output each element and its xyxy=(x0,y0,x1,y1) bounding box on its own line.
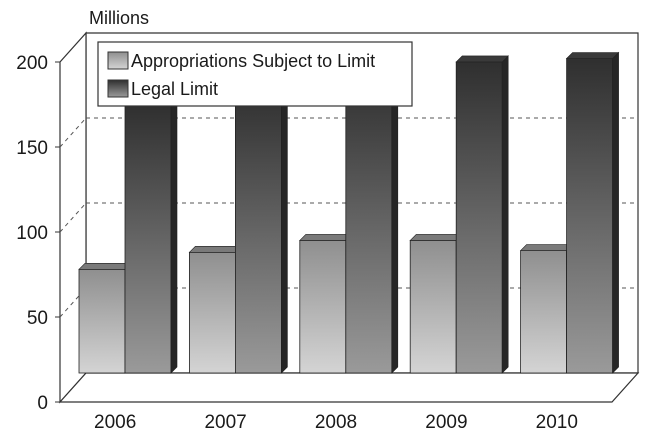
y-tick-label: 200 xyxy=(16,53,48,74)
legend-label-appropriations: Appropriations Subject to Limit xyxy=(131,51,375,71)
bar-appropriations-2008 xyxy=(299,233,353,374)
x-tick-label-2007: 2007 xyxy=(204,412,246,433)
gridline-side xyxy=(59,202,87,233)
y-tick-label: 50 xyxy=(27,308,48,329)
legend-label-legal-limit: Legal Limit xyxy=(131,79,218,99)
bar-face xyxy=(299,239,347,374)
gridline-side xyxy=(59,117,87,148)
bar-legal-limit-2006 xyxy=(124,97,178,374)
bar-face xyxy=(520,250,567,374)
bar-face xyxy=(566,58,613,374)
bar-face xyxy=(78,268,126,374)
legend-swatch-legal-limit xyxy=(107,79,129,98)
bar-side xyxy=(281,82,288,374)
bar-legal-limit-2007 xyxy=(234,82,289,374)
bar-top xyxy=(565,52,620,59)
legend-swatch-appropriations xyxy=(107,51,129,70)
bar-legal-limit-2008 xyxy=(345,68,399,374)
bar-face xyxy=(234,88,282,374)
bar-top xyxy=(188,246,243,253)
x-tick-label-2010: 2010 xyxy=(536,412,578,433)
y-tick-label: 0 xyxy=(37,393,48,414)
floor xyxy=(58,372,640,403)
x-axis-ticks: 2006 2007 2008 2009 2010 xyxy=(94,412,578,433)
bar-face xyxy=(455,61,503,374)
y-tick-label: 100 xyxy=(16,223,48,244)
legend: Appropriations Subject to Limit Legal Li… xyxy=(97,41,413,107)
bar-side xyxy=(612,51,619,374)
bar-legal-limit-2010 xyxy=(565,51,620,374)
bar-face xyxy=(124,104,172,374)
bar-face xyxy=(188,251,236,374)
x-tick-label-2008: 2008 xyxy=(315,412,357,433)
y-tick-label: 150 xyxy=(16,138,48,159)
y-axis-label: Millions xyxy=(89,8,149,28)
bar-face xyxy=(409,239,457,374)
legend-box xyxy=(97,41,413,107)
bar-face xyxy=(345,75,393,374)
bar-side xyxy=(170,97,178,374)
bar-appropriations-2007 xyxy=(188,245,243,374)
y-axis-ticks: 0 50 100 150 200 xyxy=(16,53,60,414)
bar-top xyxy=(455,55,509,63)
bar-top xyxy=(299,234,353,241)
bar-top xyxy=(409,234,463,241)
x-tick-label-2009: 2009 xyxy=(425,412,467,433)
bar-appropriations-2006 xyxy=(78,262,132,374)
x-tick-label-2006: 2006 xyxy=(94,412,136,433)
bar-side xyxy=(501,55,509,374)
bar-appropriations-2009 xyxy=(409,233,463,374)
bar-legal-limit-2009 xyxy=(455,55,509,374)
bar-top xyxy=(519,244,574,251)
bars xyxy=(78,51,620,374)
bar-top xyxy=(78,262,132,270)
bar-side xyxy=(391,68,399,374)
bar-appropriations-2010 xyxy=(519,243,574,374)
